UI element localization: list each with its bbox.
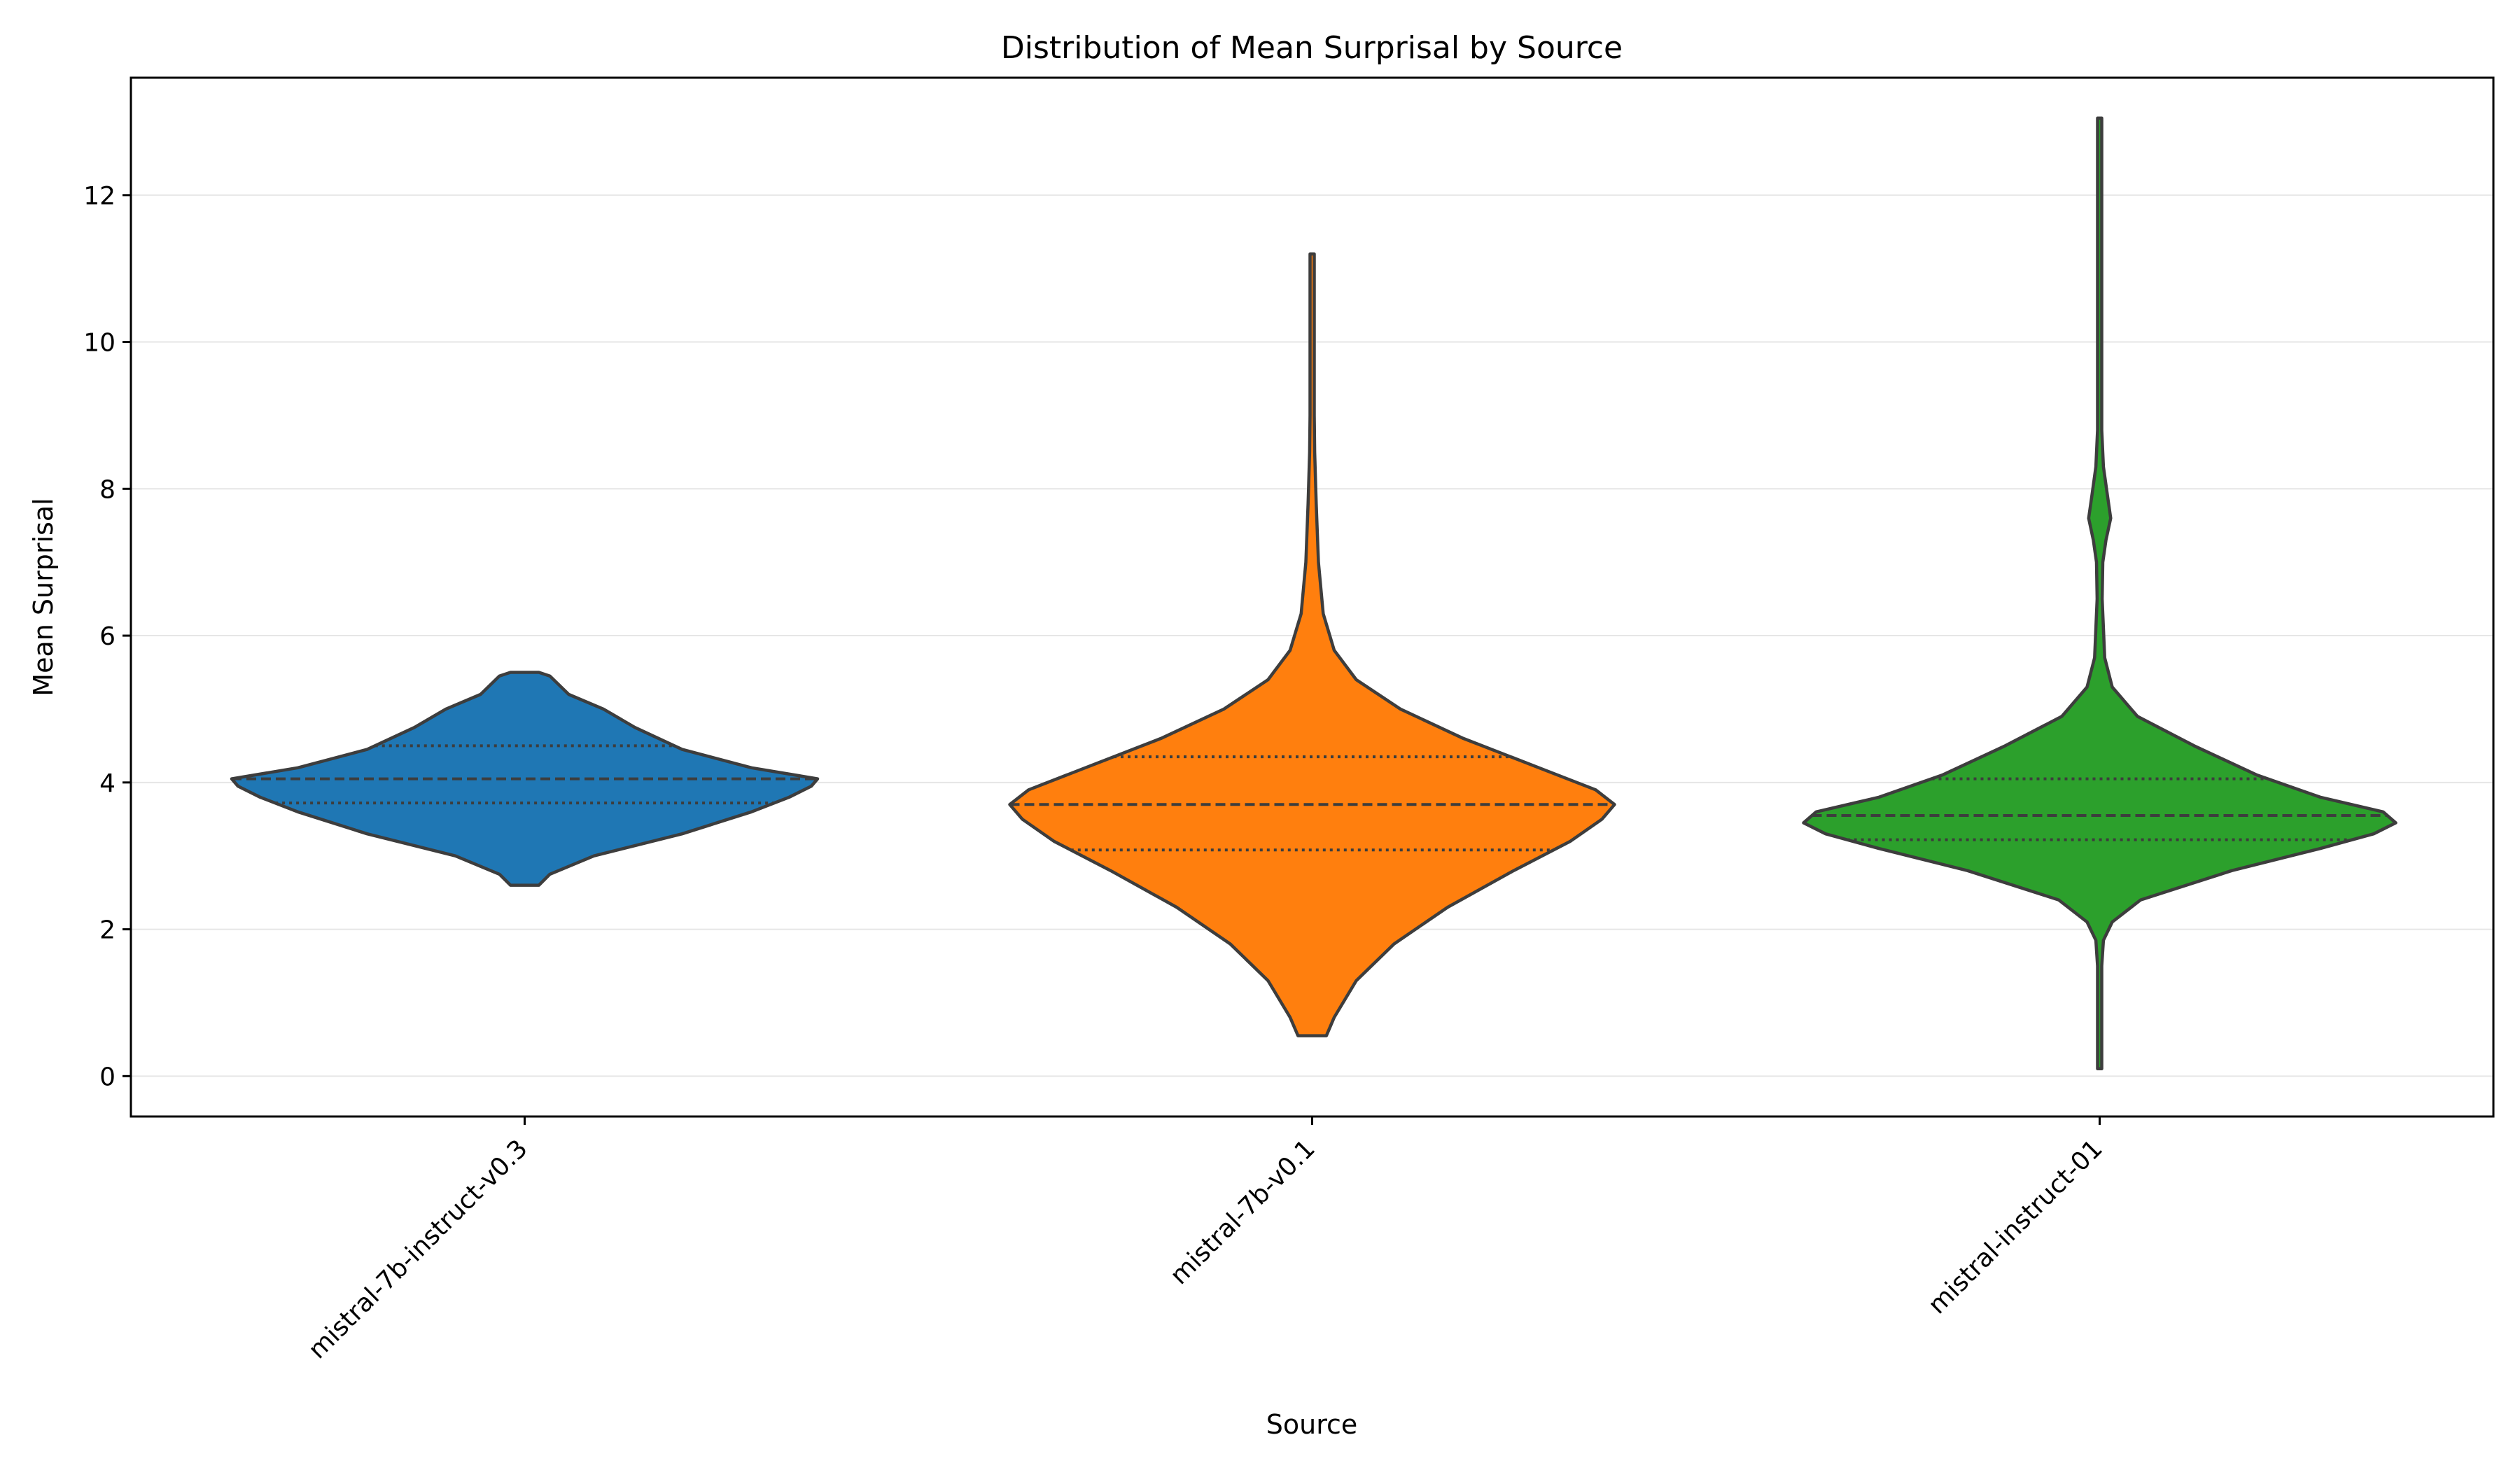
- violin-mistral-instruct-01: [1802, 116, 2398, 1071]
- violin-mistral-7b-instruct-v0.3: [230, 671, 820, 887]
- violin-body: [1802, 116, 2398, 1071]
- y-tick-label-6: 6: [99, 622, 115, 651]
- y-axis-ticks: 0 2 4 6 8 10 12: [83, 182, 131, 1091]
- chart-title: Distribution of Mean Surprisal by Source: [1001, 30, 1623, 66]
- x-tick-label-0: mistral-7b-instruct-v0.3: [303, 1134, 533, 1364]
- y-tick-label-0: 0: [99, 1063, 115, 1091]
- y-tick-label-10: 10: [83, 329, 115, 358]
- x-axis-ticks: mistral-7b-instruct-v0.3 mistral-7b-v0.1 m…: [303, 1116, 2108, 1364]
- y-tick-label-4: 4: [99, 769, 115, 798]
- y-tick-label-12: 12: [83, 182, 115, 211]
- y-tick-label-2: 2: [99, 916, 115, 945]
- y-tick-label-8: 8: [99, 475, 115, 504]
- x-tick-label-1: mistral-7b-v0.1: [1165, 1134, 1321, 1290]
- violins: [230, 116, 2398, 1071]
- violin-body: [1008, 252, 1616, 1037]
- x-tick-label-2: mistral-instruct-01: [1923, 1134, 2108, 1320]
- y-axis-label: Mean Surprisal: [28, 498, 59, 696]
- x-axis-label: Source: [1266, 1409, 1358, 1440]
- violin-mistral-7b-v0.1: [1008, 252, 1616, 1037]
- violin-body: [230, 671, 820, 887]
